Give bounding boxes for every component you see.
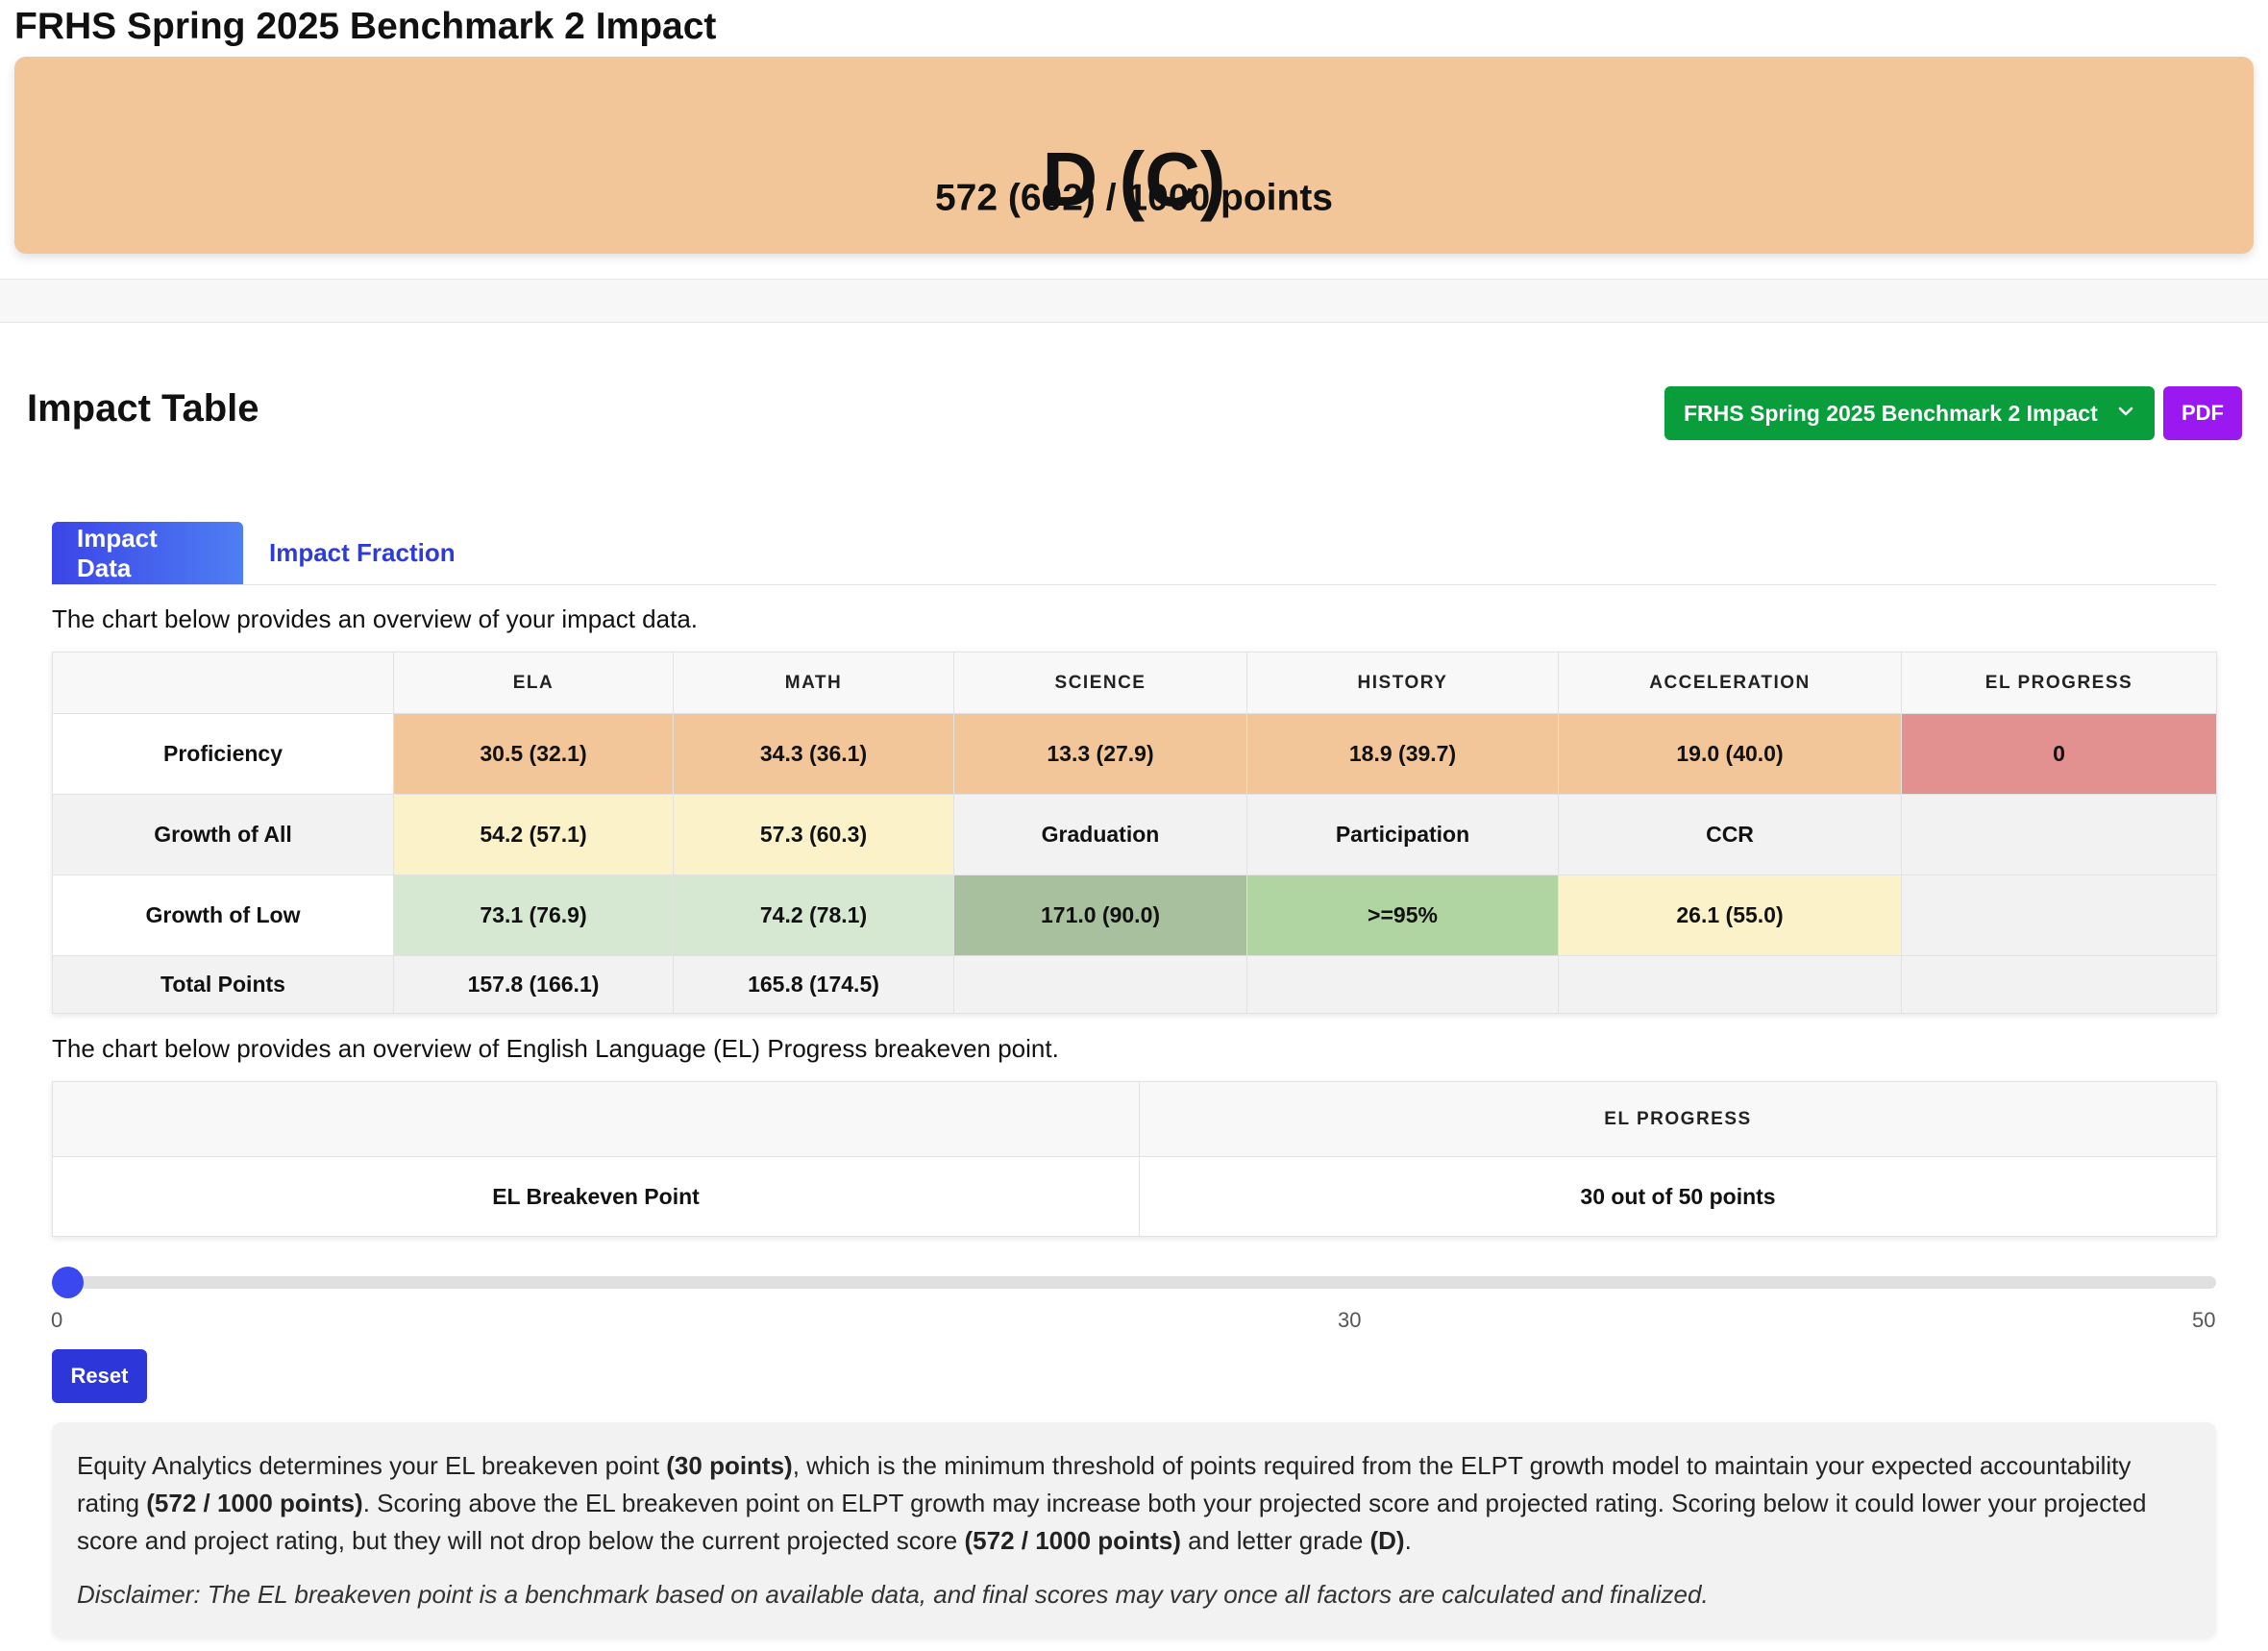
table-cell: 26.1 (55.0) xyxy=(1558,875,1902,956)
table-header-row: ELA MATH SCIENCE HISTORY ACCELERATION EL… xyxy=(52,652,2217,714)
tab-impact-fraction[interactable]: Impact Fraction xyxy=(269,538,456,567)
section-divider xyxy=(0,279,2268,323)
header-cell: ELA xyxy=(393,652,674,714)
table-cell: Participation xyxy=(1246,794,1559,875)
page-title: FRHS Spring 2025 Benchmark 2 Impact xyxy=(14,6,717,47)
table-row: Growth of All 54.2 (57.1) 57.3 (60.3) Gr… xyxy=(52,794,2217,875)
reset-button[interactable]: Reset xyxy=(52,1349,147,1403)
note-emphasis: (30 points) xyxy=(666,1451,793,1480)
table-cell: 34.3 (36.1) xyxy=(673,713,954,795)
table-cell: 54.2 (57.1) xyxy=(393,794,674,875)
row-label: Growth of All xyxy=(52,794,394,875)
note-text: Equity Analytics determines your EL brea… xyxy=(77,1451,667,1480)
note-emphasis: (572 / 1000 points) xyxy=(964,1526,1181,1555)
table-cell: 30 out of 50 points xyxy=(1139,1156,2217,1237)
table-cell: CCR xyxy=(1558,794,1902,875)
disclaimer-text: Disclaimer: The EL breakeven point is a … xyxy=(77,1580,1709,1609)
table-cell xyxy=(953,955,1247,1014)
slider-mid-label: 30 xyxy=(1338,1308,1362,1332)
header-cell: SCIENCE xyxy=(953,652,1247,714)
note-text: , which is the minimum threshold of poin… xyxy=(77,1451,2132,1517)
chevron-down-icon xyxy=(2118,407,2133,416)
report-select-value: FRHS Spring 2025 Benchmark 2 Impact xyxy=(1684,400,2098,426)
table-cell xyxy=(1901,875,2217,956)
row-label: Growth of Low xyxy=(52,875,394,956)
slider-max-label: 50 xyxy=(2192,1308,2216,1332)
note-emphasis: (D) xyxy=(1369,1526,1405,1555)
header-cell xyxy=(52,652,394,714)
row-label: EL Breakeven Point xyxy=(52,1156,1140,1237)
table-cell: 0 xyxy=(1901,713,2217,795)
table-cell: 74.2 (78.1) xyxy=(673,875,954,956)
table-cell: 165.8 (174.5) xyxy=(673,955,954,1014)
table-cell xyxy=(1901,955,2217,1014)
impact-intro-text: The chart below provides an overview of … xyxy=(52,604,699,633)
table-cell: 18.9 (39.7) xyxy=(1246,713,1559,795)
table-cell: 73.1 (76.9) xyxy=(393,875,674,956)
pdf-button[interactable]: PDF xyxy=(2163,386,2242,440)
table-cell: 13.3 (27.9) xyxy=(953,713,1247,795)
note-text: . Scoring above the EL breakeven point o… xyxy=(77,1489,2147,1555)
table-cell: >=95% xyxy=(1246,875,1559,956)
table-row: EL Breakeven Point 30 out of 50 points xyxy=(52,1156,2217,1237)
header-cell: MATH xyxy=(673,652,954,714)
header-cell: HISTORY xyxy=(1246,652,1559,714)
table-cell xyxy=(1558,955,1902,1014)
section-title: Impact Table xyxy=(27,387,259,430)
note-emphasis: (572 / 1000 points) xyxy=(146,1489,363,1517)
header-cell: ACCELERATION xyxy=(1558,652,1902,714)
row-label: Total Points xyxy=(52,955,394,1014)
table-cell: 19.0 (40.0) xyxy=(1558,713,1902,795)
table-cell: 157.8 (166.1) xyxy=(393,955,674,1014)
table-header-row: EL PROGRESS xyxy=(52,1081,2217,1157)
header-cell: EL PROGRESS xyxy=(1901,652,2217,714)
table-row: Growth of Low 73.1 (76.9) 74.2 (78.1) 17… xyxy=(52,875,2217,956)
el-slider-handle[interactable] xyxy=(52,1267,84,1298)
slider-min-label: 0 xyxy=(51,1308,63,1332)
note-paragraph: Equity Analytics determines your EL brea… xyxy=(77,1447,2191,1560)
tab-impact-data[interactable]: Impact Data xyxy=(52,522,243,584)
header-cell xyxy=(52,1081,1140,1157)
note-text: and letter grade xyxy=(1180,1526,1370,1555)
note-text: . xyxy=(1404,1526,1412,1555)
table-cell: Graduation xyxy=(953,794,1247,875)
tab-bar: Impact Data Impact Fraction xyxy=(52,522,2216,585)
header-cell: EL PROGRESS xyxy=(1139,1081,2217,1157)
letter-grade: D (C) xyxy=(1042,136,1226,222)
el-intro-text: The chart below provides an overview of … xyxy=(52,1034,1059,1063)
table-row: Proficiency 30.5 (32.1) 34.3 (36.1) 13.3… xyxy=(52,713,2217,795)
el-table: EL PROGRESS EL Breakeven Point 30 out of… xyxy=(52,1081,2217,1237)
el-slider-track[interactable] xyxy=(67,1276,2216,1289)
table-cell xyxy=(1246,955,1559,1014)
table-cell: 30.5 (32.1) xyxy=(393,713,674,795)
row-label: Proficiency xyxy=(52,713,394,795)
table-cell xyxy=(1901,794,2217,875)
table-cell: 57.3 (60.3) xyxy=(673,794,954,875)
grade-card: D (C) 572 (602) / 1000 points xyxy=(14,57,2254,254)
table-row: Total Points 157.8 (166.1) 165.8 (174.5) xyxy=(52,955,2217,1014)
table-cell: 171.0 (90.0) xyxy=(953,875,1247,956)
grade-points: 572 (602) / 1000 points xyxy=(934,177,1334,219)
impact-table: ELA MATH SCIENCE HISTORY ACCELERATION EL… xyxy=(52,652,2217,1014)
el-breakeven-note: Equity Analytics determines your EL brea… xyxy=(52,1422,2216,1638)
report-select[interactable]: FRHS Spring 2025 Benchmark 2 Impact xyxy=(1664,386,2155,440)
